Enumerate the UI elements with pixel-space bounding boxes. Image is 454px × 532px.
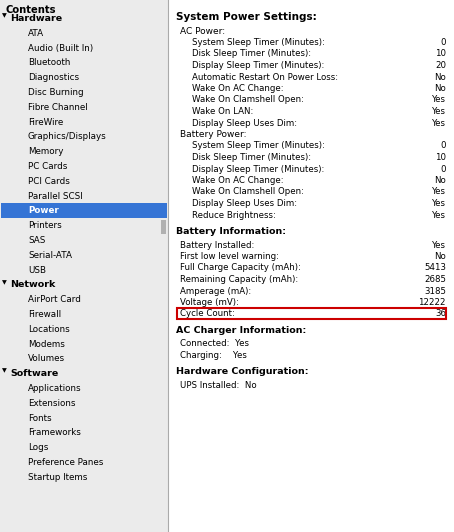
Bar <box>1 203 167 218</box>
Text: First low level warning:: First low level warning: <box>180 252 279 261</box>
Text: System Sleep Timer (Minutes):: System Sleep Timer (Minutes): <box>192 142 325 151</box>
Text: PC Cards: PC Cards <box>28 162 67 171</box>
Text: Logs: Logs <box>28 443 49 452</box>
Text: Full Charge Capacity (mAh):: Full Charge Capacity (mAh): <box>180 263 301 272</box>
Text: SAS: SAS <box>28 236 45 245</box>
Text: Extensions: Extensions <box>28 399 75 408</box>
Text: ▼: ▼ <box>2 369 7 373</box>
Text: System Power Settings:: System Power Settings: <box>176 12 317 22</box>
Text: Disk Sleep Timer (Minutes):: Disk Sleep Timer (Minutes): <box>192 49 311 59</box>
Text: Power: Power <box>28 206 59 215</box>
Text: Battery Installed:: Battery Installed: <box>180 240 254 250</box>
Text: Fibre Channel: Fibre Channel <box>28 103 88 112</box>
Text: Automatic Restart On Power Loss:: Automatic Restart On Power Loss: <box>192 72 338 81</box>
Text: Display Sleep Uses Dim:: Display Sleep Uses Dim: <box>192 119 297 128</box>
Text: Startup Items: Startup Items <box>28 473 87 482</box>
Text: 10: 10 <box>435 153 446 162</box>
Text: Wake On Clamshell Open:: Wake On Clamshell Open: <box>192 96 304 104</box>
Text: PCI Cards: PCI Cards <box>28 177 70 186</box>
Text: Disc Burning: Disc Burning <box>28 88 84 97</box>
Text: Yes: Yes <box>432 199 446 208</box>
Text: Hardware Configuration:: Hardware Configuration: <box>176 368 309 377</box>
Text: 10: 10 <box>435 49 446 59</box>
Text: 0: 0 <box>440 164 446 173</box>
Text: ▼: ▼ <box>2 13 7 19</box>
Text: AC Power:: AC Power: <box>180 27 225 36</box>
Text: Hardware: Hardware <box>10 14 62 23</box>
Bar <box>168 0 454 532</box>
Text: Cycle Count:: Cycle Count: <box>180 310 235 319</box>
Text: 36: 36 <box>435 310 446 319</box>
Text: Reduce Brightness:: Reduce Brightness: <box>192 211 276 220</box>
Text: Software: Software <box>10 369 58 378</box>
Text: Preference Panes: Preference Panes <box>28 458 104 467</box>
Text: Frameworks: Frameworks <box>28 428 81 437</box>
Text: Firewall: Firewall <box>28 310 61 319</box>
Text: 20: 20 <box>435 61 446 70</box>
Text: Wake On Clamshell Open:: Wake On Clamshell Open: <box>192 187 304 196</box>
Text: Audio (Built In): Audio (Built In) <box>28 44 93 53</box>
Text: UPS Installed:  No: UPS Installed: No <box>180 381 257 390</box>
Text: Modems: Modems <box>28 339 65 348</box>
Text: 2685: 2685 <box>424 275 446 284</box>
Bar <box>0 0 168 532</box>
Text: System Sleep Timer (Minutes):: System Sleep Timer (Minutes): <box>192 38 325 47</box>
Text: Yes: Yes <box>432 211 446 220</box>
Text: FireWire: FireWire <box>28 118 63 127</box>
Text: 12222: 12222 <box>419 298 446 307</box>
Text: Connected:  Yes: Connected: Yes <box>180 339 249 348</box>
Text: Yes: Yes <box>432 107 446 116</box>
Text: Voltage (mV):: Voltage (mV): <box>180 298 239 307</box>
Text: Yes: Yes <box>432 119 446 128</box>
Text: Graphics/Displays: Graphics/Displays <box>28 132 107 142</box>
Text: 3185: 3185 <box>424 287 446 295</box>
Text: Disk Sleep Timer (Minutes):: Disk Sleep Timer (Minutes): <box>192 153 311 162</box>
Text: Battery Information:: Battery Information: <box>176 227 286 236</box>
Text: Volumes: Volumes <box>28 354 65 363</box>
Text: Printers: Printers <box>28 221 62 230</box>
Text: 5413: 5413 <box>424 263 446 272</box>
Text: Network: Network <box>10 280 55 289</box>
Text: Diagnostics: Diagnostics <box>28 73 79 82</box>
Text: Parallel SCSI: Parallel SCSI <box>28 192 83 201</box>
Text: Yes: Yes <box>432 96 446 104</box>
Text: Serial-ATA: Serial-ATA <box>28 251 72 260</box>
Text: Applications: Applications <box>28 384 82 393</box>
Text: ATA: ATA <box>28 29 44 38</box>
Text: Amperage (mA):: Amperage (mA): <box>180 287 251 295</box>
Text: Locations: Locations <box>28 325 70 334</box>
Text: Wake On AC Change:: Wake On AC Change: <box>192 176 284 185</box>
Text: Yes: Yes <box>432 187 446 196</box>
Bar <box>177 307 446 319</box>
Text: 0: 0 <box>440 142 446 151</box>
Text: Display Sleep Uses Dim:: Display Sleep Uses Dim: <box>192 199 297 208</box>
Text: Contents: Contents <box>6 5 56 15</box>
Text: AC Charger Information:: AC Charger Information: <box>176 326 306 335</box>
Text: Charging:    Yes: Charging: Yes <box>180 351 247 360</box>
Text: Fonts: Fonts <box>28 413 52 422</box>
Text: Wake On AC Change:: Wake On AC Change: <box>192 84 284 93</box>
Text: AirPort Card: AirPort Card <box>28 295 81 304</box>
Text: No: No <box>434 72 446 81</box>
Text: USB: USB <box>28 265 46 275</box>
Text: Wake On LAN:: Wake On LAN: <box>192 107 253 116</box>
Text: Display Sleep Timer (Minutes):: Display Sleep Timer (Minutes): <box>192 61 324 70</box>
Text: ▼: ▼ <box>2 280 7 285</box>
Text: Battery Power:: Battery Power: <box>180 130 247 139</box>
Text: 0: 0 <box>440 38 446 47</box>
Text: Bluetooth: Bluetooth <box>28 59 70 68</box>
Text: Remaining Capacity (mAh):: Remaining Capacity (mAh): <box>180 275 298 284</box>
Text: No: No <box>434 84 446 93</box>
Text: Yes: Yes <box>432 240 446 250</box>
Text: Memory: Memory <box>28 147 64 156</box>
Bar <box>161 220 166 234</box>
Text: No: No <box>434 176 446 185</box>
Text: Display Sleep Timer (Minutes):: Display Sleep Timer (Minutes): <box>192 164 324 173</box>
Text: No: No <box>434 252 446 261</box>
